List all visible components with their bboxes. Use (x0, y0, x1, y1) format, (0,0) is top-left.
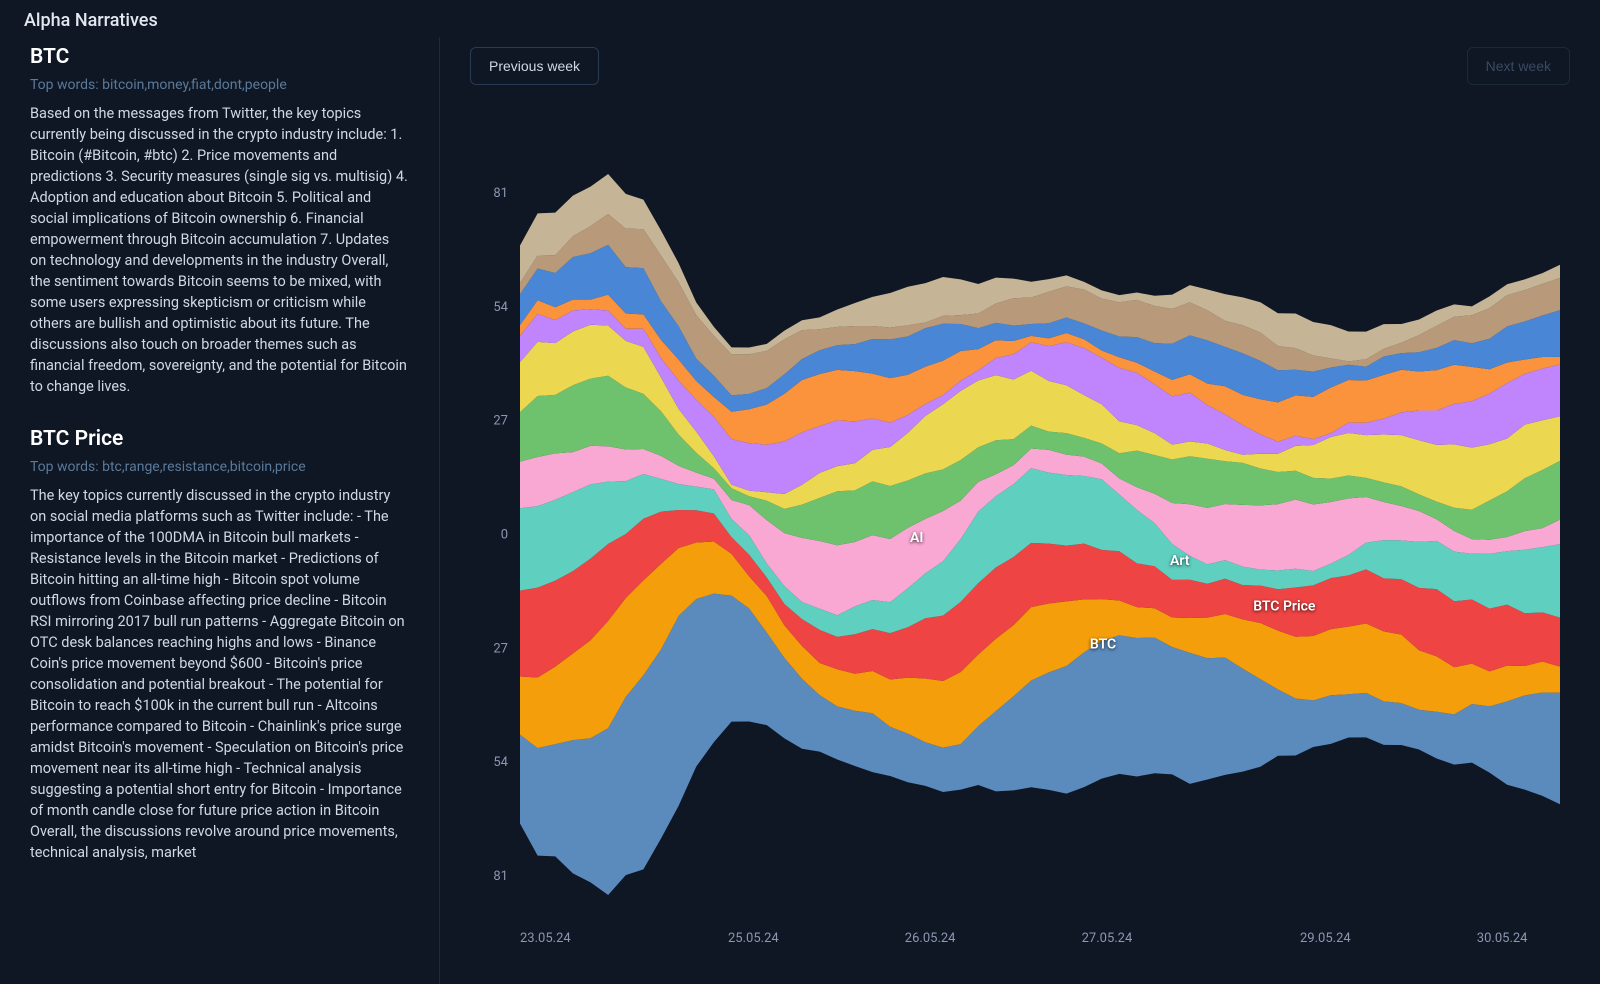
series-label: AI (910, 530, 923, 546)
y-axis-tick: 81 (493, 869, 508, 884)
x-axis-tick: 26.05.24 (905, 931, 956, 946)
section-topwords: Top words: btc,range,resistance,bitcoin,… (30, 459, 409, 475)
streamgraph-chart: 81 54 27 0 27 54 81 23.05.24 25.05.24 26.05.24 27.… (460, 95, 1580, 964)
narrative-section: BTC Price Top words: btc,range,resistance… (30, 427, 409, 863)
section-body: Based on the messages from Twitter, the … (30, 103, 409, 397)
y-axis-tick: 27 (493, 414, 508, 429)
x-axis-tick: 27.05.24 (1082, 931, 1133, 946)
y-axis-tick: 54 (493, 300, 508, 315)
y-axis-tick: 27 (493, 641, 508, 656)
x-axis-tick: 29.05.24 (1300, 931, 1351, 946)
series-label: BTC Price (1253, 598, 1316, 614)
previous-week-button[interactable]: Previous week (470, 47, 599, 85)
page-title: Alpha Narratives (0, 0, 1600, 37)
section-title: BTC Price (30, 427, 409, 451)
y-axis-tick: 0 (501, 528, 508, 543)
section-title: BTC (30, 45, 409, 69)
narrative-section: BTC Top words: bitcoin,money,fiat,dont,pe… (30, 45, 409, 397)
series-label: Art (1170, 553, 1190, 569)
y-axis-tick: 54 (493, 755, 508, 770)
x-axis-tick: 30.05.24 (1477, 931, 1528, 946)
next-week-button[interactable]: Next week (1467, 47, 1570, 85)
y-axis-tick: 81 (493, 186, 508, 201)
section-body: The key topics currently discussed in th… (30, 485, 409, 863)
x-axis-tick: 25.05.24 (728, 931, 779, 946)
x-axis-tick: 23.05.24 (520, 931, 571, 946)
sidebar: BTC Top words: bitcoin,money,fiat,dont,pe… (0, 37, 440, 984)
section-topwords: Top words: bitcoin,money,fiat,dont,peopl… (30, 77, 409, 93)
series-label: BTC (1090, 636, 1116, 652)
